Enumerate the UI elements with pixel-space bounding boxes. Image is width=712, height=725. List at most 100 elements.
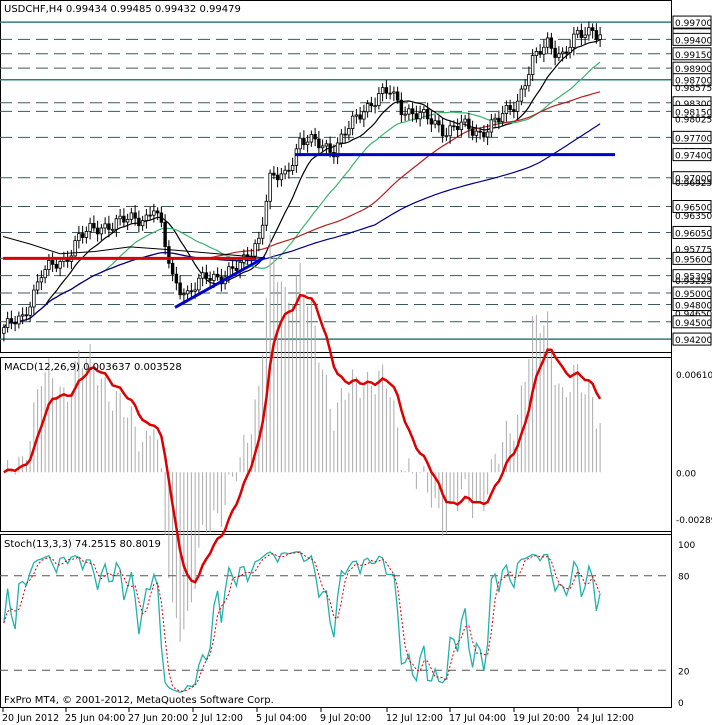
price-label-box <box>672 298 712 311</box>
candle-body <box>538 51 542 55</box>
stoch-title: Stoch(13,3,3) 74.2515 80.8019 <box>4 539 161 550</box>
horizontal-levels <box>0 21 671 340</box>
candle-body <box>418 112 422 120</box>
candle-body <box>545 37 550 48</box>
candle-body <box>298 137 302 150</box>
candle-body <box>208 277 212 281</box>
candle-body <box>455 125 460 130</box>
main-panel[interactable] <box>0 0 672 353</box>
candle-body <box>13 321 17 325</box>
candle-body <box>534 51 539 56</box>
candle-body <box>444 135 449 138</box>
macd-scale-label: -0.00289 <box>676 516 712 526</box>
stoch-scale-label: 20 <box>678 667 690 677</box>
candle-body <box>152 210 156 216</box>
candle-body <box>294 148 299 166</box>
price-label-box <box>672 73 712 87</box>
candle-body <box>380 87 385 94</box>
candle-body <box>28 306 32 316</box>
candle-body <box>20 314 25 317</box>
candle-body <box>47 260 51 270</box>
candle-body <box>88 222 92 232</box>
candle-body <box>414 113 419 120</box>
stoch-scale-label: 0 <box>678 699 684 709</box>
candle-body <box>35 281 40 291</box>
candle-body <box>302 137 306 146</box>
candle-body <box>80 233 85 238</box>
footer-copyright: FxPro MT4, © 2001-2012, MetaQuotes Softw… <box>4 695 274 706</box>
candle-body <box>125 218 130 223</box>
candle-body <box>283 169 287 175</box>
candle-body <box>433 120 437 125</box>
candle-body <box>347 128 351 136</box>
price-label-box <box>672 47 712 61</box>
candle-body <box>185 290 190 295</box>
candle-body <box>482 131 486 138</box>
candle-body <box>399 99 404 115</box>
candle-body <box>268 172 272 202</box>
candle-body <box>174 273 179 284</box>
candle-body <box>369 103 374 107</box>
candle-body <box>493 117 497 121</box>
candle-body <box>170 262 175 275</box>
candle-body <box>140 220 145 227</box>
candle-body <box>350 115 355 129</box>
candle-body <box>159 212 164 223</box>
candle-body <box>50 260 55 265</box>
symbol-info: USDCHF,H4 0.99434 0.99485 0.99432 0.9947… <box>4 4 241 15</box>
candle-body <box>200 272 205 279</box>
candle-body <box>155 210 160 214</box>
price-label-box <box>672 315 712 329</box>
candle-body <box>253 243 257 257</box>
candle-body <box>279 173 284 181</box>
candle-body <box>598 34 602 40</box>
price-label: 0.99150 <box>675 51 712 61</box>
time-axis: 20 Jun 2012 25 Jun 04:00 27 Jun 20:00 2 Jul… <box>2 708 634 724</box>
candlesticks <box>2 21 602 342</box>
candle-body <box>354 114 359 117</box>
price-label: 0.97400 <box>675 152 712 162</box>
candle-body <box>320 145 325 149</box>
price-label: 0.98150 <box>675 108 712 118</box>
candle-body <box>425 109 430 120</box>
stoch-signal-line <box>3 551 601 692</box>
candle-body <box>182 293 186 296</box>
candle-body <box>557 53 561 58</box>
candle-body <box>467 118 471 130</box>
candle-body <box>500 113 505 123</box>
candle-body <box>39 277 44 283</box>
candle-body <box>92 222 96 229</box>
candle-body <box>422 109 426 113</box>
macd-title: MACD(12,26,9) 0.003637 0.003528 <box>4 362 182 373</box>
candle-body <box>272 172 276 176</box>
time-label: 25 Jun 04:00 <box>65 713 125 724</box>
candle-body <box>234 267 239 271</box>
candle-body <box>485 131 490 138</box>
candle-body <box>572 33 576 48</box>
candle-body <box>583 34 587 38</box>
candle-body <box>587 27 591 36</box>
candle-body <box>230 266 235 269</box>
stoch-axis: 100 80 20 0 <box>678 541 695 709</box>
drawn-objects[interactable] <box>2 153 615 309</box>
candle-body <box>317 138 321 149</box>
candle-body <box>99 227 104 235</box>
candle-body <box>515 100 520 112</box>
price-label: 0.98700 <box>675 77 712 87</box>
candle-body <box>144 214 149 221</box>
candle-body <box>197 277 201 291</box>
candle-body <box>163 221 167 247</box>
candle-body <box>335 142 340 158</box>
price-label: 0.96350 <box>675 212 712 222</box>
price-label: 0.97000 <box>675 175 712 185</box>
candle-body <box>313 134 317 140</box>
candle-body <box>309 134 314 143</box>
candle-body <box>193 289 197 292</box>
stoch-main-line <box>3 551 601 693</box>
price-label: 0.94200 <box>675 336 712 346</box>
candle-body <box>58 261 62 269</box>
candle-body <box>17 315 21 325</box>
candle-body <box>290 165 295 171</box>
price-label-box <box>672 251 712 265</box>
